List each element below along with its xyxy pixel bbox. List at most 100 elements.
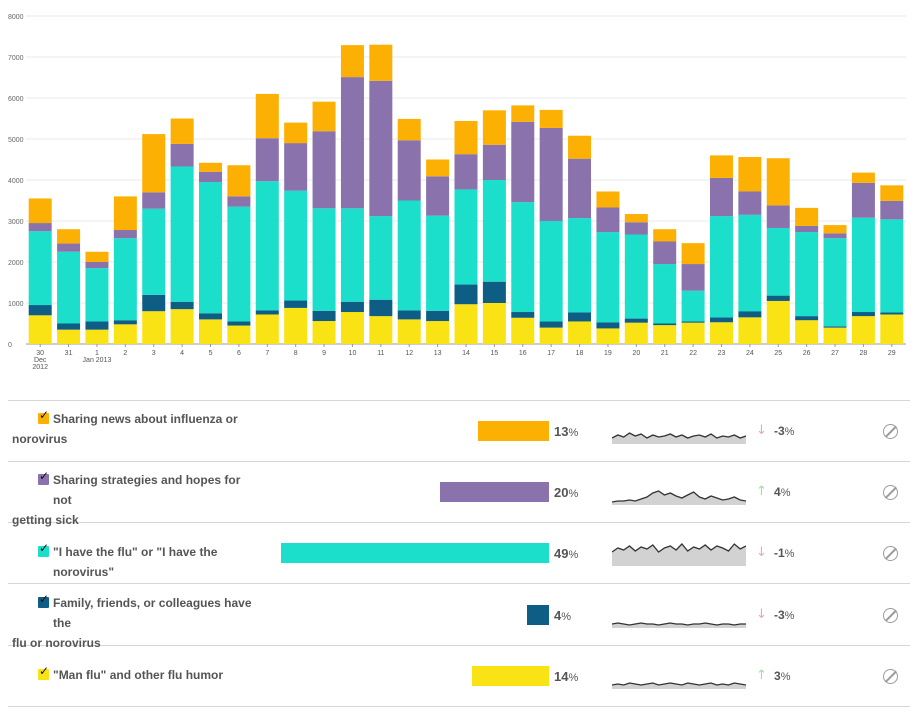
x-tick-label: 22: [689, 350, 697, 357]
bar-segment: [454, 120, 478, 155]
sparkline-line: [612, 543, 746, 553]
bar-segment: [766, 227, 790, 296]
bar-segment: [795, 320, 819, 344]
bar-segment: [284, 143, 308, 191]
topic-label: Sharing strategies and hopes for not gett…: [12, 472, 241, 527]
bar-segment: [823, 326, 847, 328]
check-icon: ✓: [39, 408, 50, 422]
bar-segment: [653, 323, 677, 326]
bar-segment: [397, 310, 421, 320]
bar-segment: [312, 321, 336, 344]
hide-topic-icon[interactable]: [883, 546, 898, 561]
bar-segment: [795, 225, 819, 233]
bar-segment: [426, 176, 450, 216]
bar-segment: [28, 315, 52, 344]
bar-segment: [539, 327, 563, 344]
bar-segment: [511, 317, 535, 344]
x-tick-label: 25: [774, 350, 782, 357]
share-percent: 13%: [554, 424, 579, 439]
bar-segment: [227, 325, 251, 344]
bar-segment: [255, 138, 279, 182]
x-tick-label: 7: [265, 350, 269, 357]
bar-segment: [880, 314, 904, 344]
y-tick-label: 3000: [8, 219, 24, 226]
x-tick-label: 15: [490, 350, 498, 357]
bar-segment: [681, 290, 705, 322]
sparkline-line: [612, 432, 746, 439]
hide-topic-icon[interactable]: [883, 607, 898, 623]
bar-segment: [568, 158, 592, 219]
bar-segment: [823, 225, 847, 234]
y-tick-label: 1000: [8, 301, 24, 308]
trend-sparkline: [612, 489, 746, 505]
x-tick-label: 12: [405, 350, 413, 357]
bar-segment: [482, 281, 506, 303]
topic-label: "I have the flu" or "I have the noroviru…: [53, 545, 218, 579]
bar-segment: [28, 223, 52, 232]
bar-segment: [284, 307, 308, 344]
bar-segment: [284, 300, 308, 308]
bar-segment: [85, 251, 109, 262]
bar-segment: [170, 118, 194, 144]
bar-segment: [255, 181, 279, 311]
hide-topic-icon[interactable]: [883, 669, 898, 684]
bar-segment: [85, 262, 109, 269]
topic-checkbox[interactable]: ✓: [38, 409, 49, 424]
bar-segment: [255, 314, 279, 344]
bar-segment: [596, 207, 620, 233]
trend-sparkline: [612, 432, 746, 444]
trend-sparkline: [612, 543, 746, 566]
topic-label: "Man flu" and other flu humor: [53, 668, 224, 682]
x-tick-label: 4: [180, 350, 184, 357]
bar-segment: [57, 329, 81, 344]
bar-segment: [624, 234, 648, 319]
y-tick-label: 0: [8, 342, 12, 349]
bar-segment: [511, 312, 535, 318]
bar-segment: [624, 222, 648, 235]
bar-segment: [624, 322, 648, 344]
share-bar: [439, 481, 549, 502]
x-tick-label: 18: [576, 350, 584, 357]
bar-segment: [596, 328, 620, 344]
bar-segment: [85, 329, 109, 344]
x-tick-label: 3: [152, 350, 156, 357]
arrow-up-icon: ↑: [756, 483, 767, 499]
bar-segment: [568, 135, 592, 159]
bar-segment: [482, 144, 506, 180]
bar-segment: [539, 321, 563, 328]
topic-checkbox[interactable]: ✓: [38, 542, 49, 557]
x-tick-label: 5: [209, 350, 213, 357]
bar-segment: [482, 303, 506, 344]
bar-segment: [482, 180, 506, 282]
y-tick-label: 5000: [8, 137, 24, 144]
bar-segment: [738, 311, 762, 318]
bar-segment: [142, 134, 166, 193]
bar-segment: [255, 310, 279, 315]
legend-row: ✓ Sharing strategies and hopes for not get…: [8, 462, 910, 527]
bar-segment: [142, 294, 166, 312]
change-percent: -1%: [774, 546, 795, 560]
x-tick-label: 27: [831, 350, 839, 357]
hide-topic-icon[interactable]: [883, 424, 898, 439]
bar-segment: [766, 205, 790, 228]
bar-segment: [426, 321, 450, 344]
bar-segment: [170, 166, 194, 302]
hide-topic-icon[interactable]: [883, 484, 898, 500]
x-tick-label: 24: [746, 350, 754, 357]
bar-segment: [766, 300, 790, 344]
share-percent: 4%: [554, 607, 572, 623]
bar-segment: [795, 316, 819, 321]
topic-checkbox[interactable]: ✓: [38, 470, 49, 485]
bar-segment: [397, 140, 421, 201]
trend-sparkline: [612, 621, 746, 628]
trend-sparkline: [612, 682, 746, 689]
bar-segment: [340, 45, 364, 78]
bar-segment: [880, 200, 904, 220]
bar-segment: [738, 157, 762, 192]
bar-segment: [880, 219, 904, 313]
share-percent: 49%: [554, 546, 579, 561]
bar-segment: [681, 321, 705, 323]
bar-segment: [653, 229, 677, 242]
topic-checkbox[interactable]: ✓: [38, 593, 49, 608]
share-percent: 14%: [554, 669, 579, 684]
